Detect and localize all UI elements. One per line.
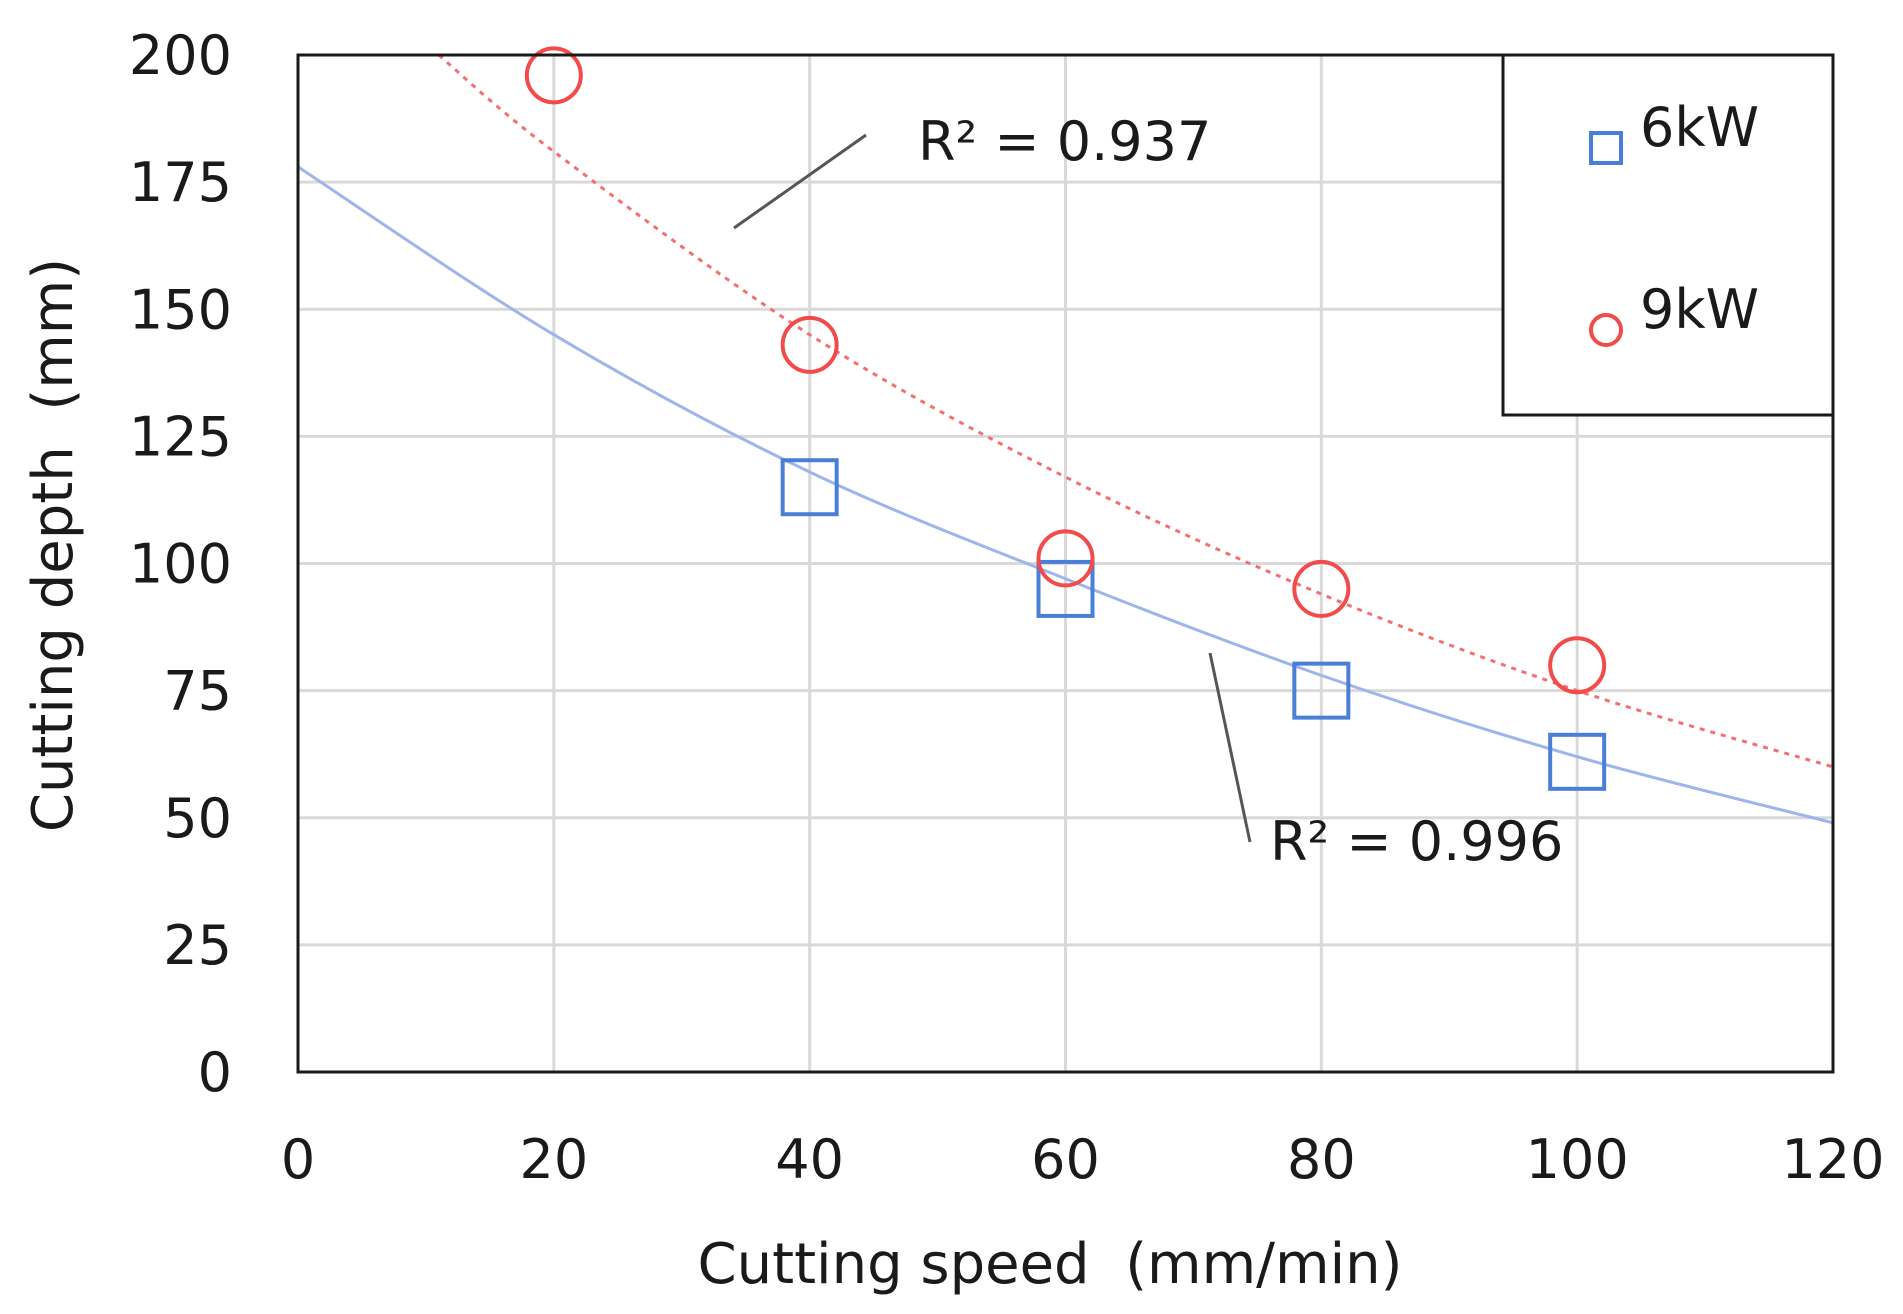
legend-box xyxy=(1501,53,1835,417)
x-tick-label-0: 0 xyxy=(281,1128,315,1191)
x-tick-label-80: 80 xyxy=(1287,1128,1356,1191)
y-tick-label-200: 200 xyxy=(129,24,232,87)
legend-label-6kw: 6kW xyxy=(1640,96,1759,159)
data-point-6kw-60 xyxy=(1036,559,1095,618)
data-point-6kw-100 xyxy=(1548,732,1607,791)
legend-marker-9kw xyxy=(1589,313,1623,347)
y-tick-label-25: 25 xyxy=(163,914,232,977)
x-tick-label-100: 100 xyxy=(1526,1128,1629,1191)
x-tick-label-60: 60 xyxy=(1031,1128,1100,1191)
legend-label-9kw: 9kW xyxy=(1640,278,1759,341)
x-tick-label-120: 120 xyxy=(1781,1128,1884,1191)
data-point-9kw-20 xyxy=(524,46,583,105)
y-tick-label-100: 100 xyxy=(129,533,232,596)
data-point-6kw-40 xyxy=(780,458,839,517)
data-point-9kw-80 xyxy=(1292,559,1351,618)
y-tick-label-125: 125 xyxy=(129,405,232,468)
trendline-6kw xyxy=(298,165,1833,825)
x-tick-label-20: 20 xyxy=(519,1128,588,1191)
legend: 6kW 9kW xyxy=(1501,53,1835,417)
y-tick-label-50: 50 xyxy=(163,787,232,850)
data-point-9kw-40 xyxy=(780,315,839,374)
r2-label-9kw: R² = 0.937 xyxy=(918,110,1211,173)
plot-frame xyxy=(296,53,1835,1074)
tick-labels: 0 20 40 60 80 100 120 0 25 50 75 100 125 150 175 200 xyxy=(129,24,1885,1191)
x-tick-label-40: 40 xyxy=(775,1128,844,1191)
data-point-9kw-100 xyxy=(1548,636,1607,695)
annotations: R² = 0.996 R² = 0.937 xyxy=(733,110,1563,873)
legend-marker-6kw xyxy=(1589,131,1623,165)
y-axis-title: Cutting depth (mm) xyxy=(21,258,86,832)
r2-leader-6kw xyxy=(1208,652,1252,843)
markers xyxy=(524,46,1607,791)
axes xyxy=(296,53,1835,1074)
y-tick-label-175: 175 xyxy=(129,151,232,214)
data-point-9kw-60 xyxy=(1036,529,1095,588)
data-point-6kw-80 xyxy=(1292,661,1351,720)
r2-label-6kw: R² = 0.996 xyxy=(1270,810,1563,873)
r2-leader-9kw xyxy=(733,133,867,230)
x-axis-title: Cutting speed (mm/min) xyxy=(698,1232,1403,1297)
y-tick-label-0: 0 xyxy=(198,1041,232,1104)
y-tick-label-75: 75 xyxy=(163,660,232,723)
y-tick-label-150: 150 xyxy=(129,278,232,341)
